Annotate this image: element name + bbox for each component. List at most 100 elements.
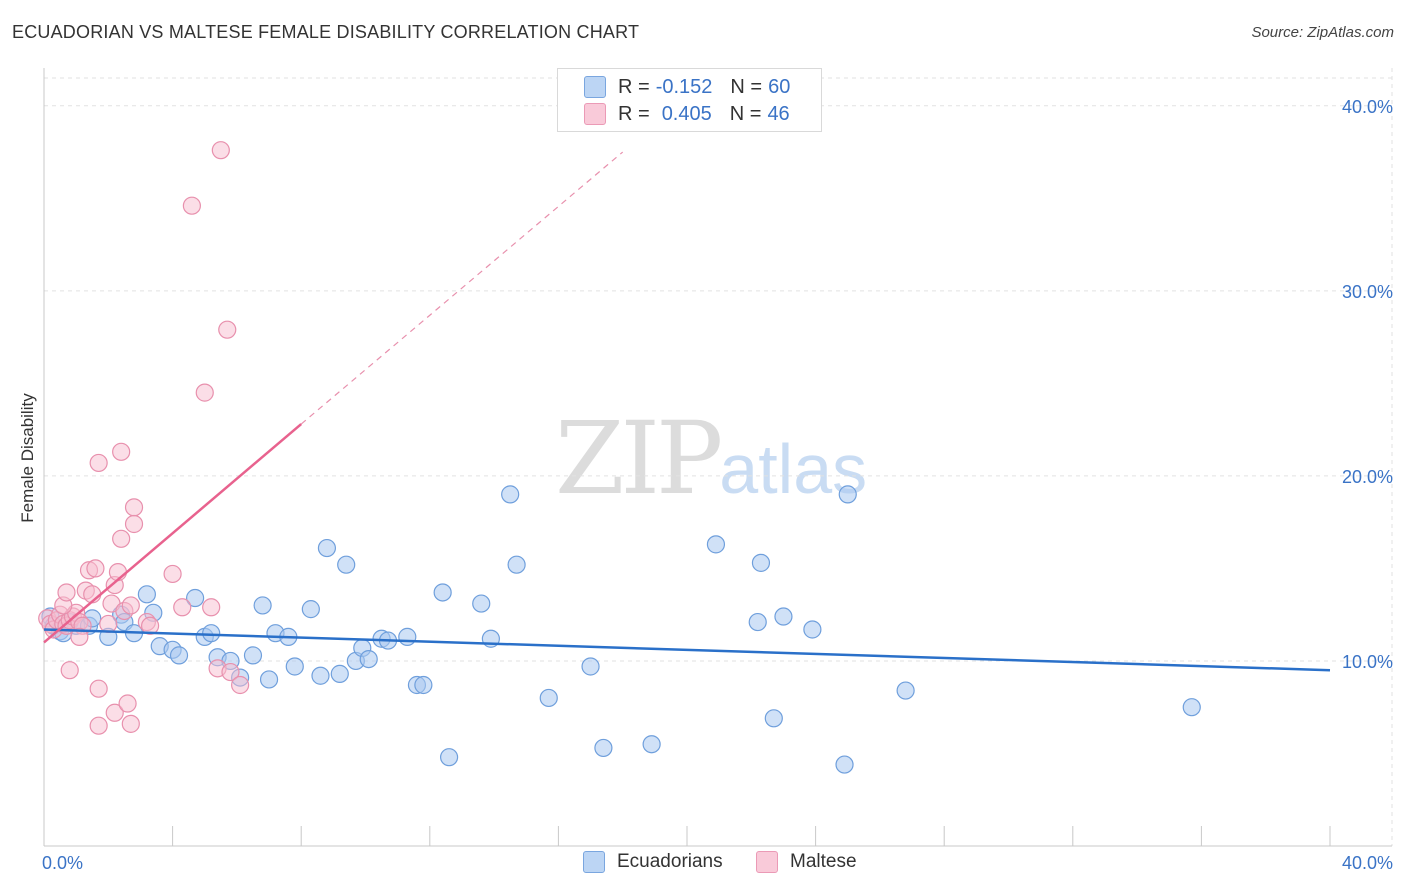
- maltese-point: [231, 675, 250, 695]
- ecuadorians-point: [285, 657, 304, 676]
- legend-n-value: 60: [768, 75, 791, 98]
- chart-title: ECUADORIAN VS MALTESE FEMALE DISABILITY …: [12, 22, 640, 42]
- ecuadorians-point: [337, 555, 356, 574]
- maltese-point: [89, 679, 108, 698]
- ecuadorians-point: [243, 646, 263, 665]
- maltese-point: [195, 383, 214, 402]
- ecuadorians-point: [838, 485, 857, 504]
- maltese-point: [202, 598, 221, 617]
- watermark-zip: ZIP: [555, 400, 723, 517]
- ecuadorians-legend-label: Ecuadorians: [617, 851, 723, 872]
- maltese-point: [173, 598, 192, 617]
- maltese-trend-extension: [300, 151, 624, 425]
- maltese-point: [99, 614, 118, 634]
- ecuadorians-point: [317, 538, 337, 558]
- maltese-point: [218, 320, 237, 339]
- ecuadorians-point: [835, 755, 854, 774]
- maltese-point: [140, 616, 160, 635]
- y-tick-label: 30.0%: [1342, 282, 1393, 302]
- ecuadorians-point: [581, 657, 600, 676]
- maltese-point: [118, 694, 137, 713]
- maltese-point: [70, 627, 89, 646]
- ecuadorians-point: [642, 735, 661, 754]
- legend-r-value: -0.152: [655, 75, 713, 98]
- axes: [43, 68, 1392, 847]
- ecuadorians-point: [398, 627, 417, 646]
- ecuadorians-point: [359, 649, 378, 669]
- maltese-point: [89, 716, 108, 735]
- maltese-swatch: [584, 103, 606, 125]
- maltese-point: [182, 196, 201, 215]
- legend-n-value: 46: [767, 102, 790, 125]
- ecuadorians-point: [764, 709, 783, 728]
- maltese-point: [89, 453, 108, 473]
- legend-n-label: N =: [730, 75, 763, 98]
- ecuadorians-point: [751, 553, 771, 572]
- y-tick-label: 20.0%: [1342, 467, 1393, 487]
- maltese-points: [38, 141, 250, 735]
- maltese-point: [221, 662, 240, 682]
- ecuadorians-point: [414, 675, 433, 695]
- maltese-trend-line: [43, 423, 303, 644]
- series-legend: Ecuadorians Maltese: [0, 851, 1406, 877]
- ecuadorians-point: [774, 607, 793, 626]
- ecuadorians-point: [1182, 698, 1201, 717]
- ecuadorians-point: [439, 748, 459, 767]
- ecuadorians-point: [433, 583, 452, 602]
- maltese-point: [124, 514, 144, 534]
- ecuadorians-point: [202, 624, 221, 643]
- ecuadorians-point: [507, 555, 526, 574]
- maltese-point: [60, 661, 79, 680]
- ecuadorians-trend-line: [43, 628, 1331, 672]
- maltese-point: [105, 703, 124, 722]
- ecuadorians-point: [253, 596, 272, 615]
- ecuadorians-point: [259, 670, 279, 689]
- ecuadorians-point: [186, 588, 205, 608]
- tick-labels: 10.0% 20.0% 30.0% 40.0% 0.0% 40.0%: [42, 97, 1393, 873]
- maltese-point: [163, 564, 182, 584]
- ecuadorians-point: [137, 585, 156, 604]
- maltese-point: [57, 583, 76, 602]
- maltese-point: [112, 529, 131, 548]
- ecuadorians-point: [501, 485, 520, 504]
- legend-item-ecuadorians[interactable]: Ecuadorians: [583, 851, 723, 873]
- ecuadorians-points: [41, 485, 1201, 774]
- x-tick-label: 0.0%: [42, 853, 83, 873]
- y-tick-label: 40.0%: [1342, 97, 1393, 117]
- grid-lines: [44, 68, 1393, 846]
- ecuadorians-point: [311, 666, 330, 685]
- correlation-legend: R = -0.152 N = 60 R = 0.405 N = 46: [557, 68, 822, 132]
- maltese-point: [124, 498, 144, 517]
- legend-item-maltese[interactable]: Maltese: [756, 851, 857, 873]
- ecuadorians-point: [748, 612, 767, 632]
- maltese-legend-label: Maltese: [790, 851, 857, 872]
- legend-r-value: 0.405: [661, 102, 712, 125]
- watermark: ZIPatlas: [555, 400, 867, 517]
- x-tick-label: 40.0%: [1342, 853, 1393, 873]
- legend-n-label: N =: [729, 102, 762, 125]
- ecuadorians-point: [301, 600, 320, 619]
- maltese-legend-swatch: [756, 851, 778, 873]
- ecuadorians-swatch: [584, 76, 606, 98]
- ecuadorians-legend-swatch: [583, 851, 605, 873]
- ecuadorians-point: [472, 594, 491, 613]
- maltese-point: [121, 596, 140, 615]
- legend-row-ecuadorians: R = -0.152 N = 60: [584, 75, 796, 99]
- legend-r-label: R =: [618, 102, 650, 125]
- y-tick-label: 10.0%: [1342, 652, 1393, 672]
- maltese-point: [211, 141, 230, 160]
- ecuadorians-point: [169, 646, 189, 665]
- ecuadorians-point: [803, 620, 822, 639]
- source-label: Source: ZipAtlas.com: [1251, 24, 1394, 41]
- ecuadorians-point: [706, 535, 726, 554]
- maltese-point: [112, 442, 131, 461]
- ecuadorians-point: [539, 688, 558, 708]
- ecuadorians-point: [896, 681, 915, 700]
- ecuadorians-point: [594, 738, 613, 758]
- ecuadorians-point: [330, 664, 349, 683]
- legend-r-label: R =: [618, 75, 650, 98]
- trend-lines: [43, 151, 1331, 672]
- legend-row-maltese: R = 0.405 N = 46: [584, 102, 796, 126]
- maltese-point: [121, 714, 140, 733]
